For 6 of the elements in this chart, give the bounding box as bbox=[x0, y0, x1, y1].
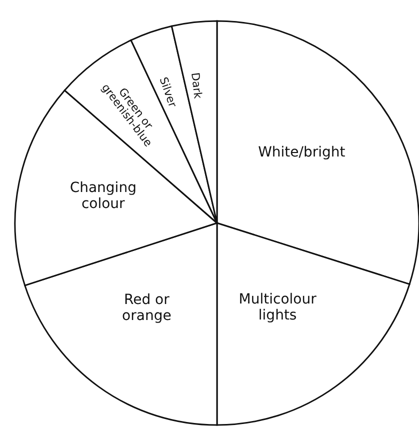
slice-label: Dark bbox=[188, 72, 204, 100]
slice-label: Red or orange bbox=[122, 292, 172, 324]
slice-label: Silver bbox=[156, 75, 180, 110]
slice-label: Multicolour lights bbox=[238, 292, 317, 324]
slice-label: White/bright bbox=[258, 144, 346, 160]
slice-label: Changing colour bbox=[70, 180, 136, 212]
